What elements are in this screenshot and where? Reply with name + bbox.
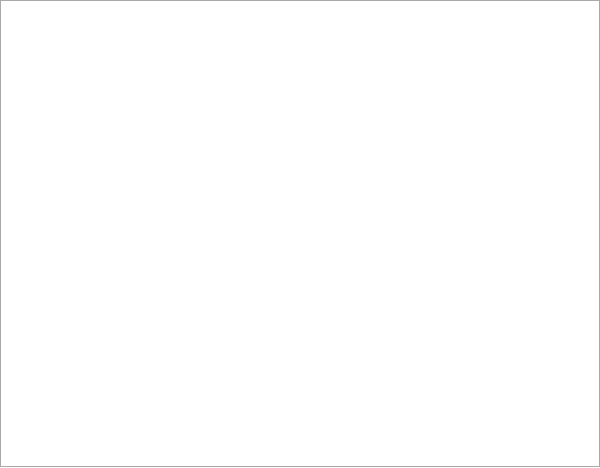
- chart-container: [0, 0, 600, 467]
- line-chart: [1, 1, 600, 468]
